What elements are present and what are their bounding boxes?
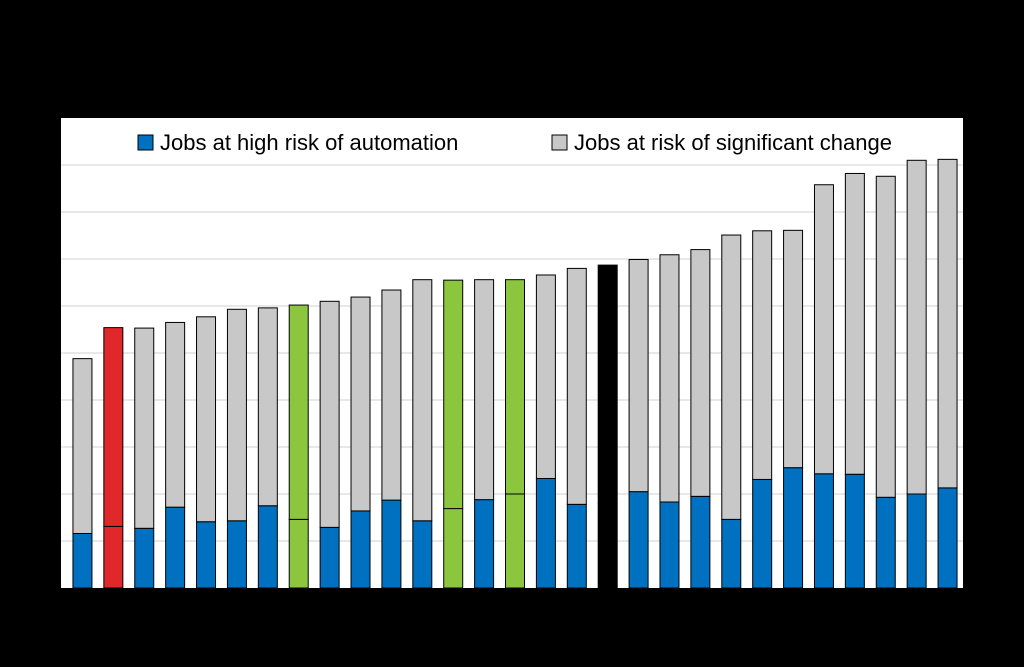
bar-automation-18 (597, 503, 618, 589)
bar-significant-change-12 (412, 279, 433, 522)
bar-automation-17 (566, 503, 587, 589)
bar-significant-change-24 (783, 229, 804, 469)
bar-significant-change-28 (906, 159, 927, 495)
legend-swatch-significant-change (551, 134, 568, 151)
bar-automation-27 (875, 496, 896, 589)
bar-automation-7 (257, 505, 278, 589)
bar-significant-change-7 (257, 307, 278, 507)
bar-significant-change-18 (597, 264, 618, 505)
bar-automation-13 (443, 508, 464, 589)
bar-significant-change-26 (844, 172, 865, 475)
bar-significant-change-29 (937, 158, 958, 489)
bar-automation-19 (628, 491, 649, 589)
bar-significant-change-2 (103, 327, 124, 527)
bar-automation-3 (134, 527, 155, 589)
bar-automation-25 (813, 473, 834, 589)
bar-significant-change-27 (875, 175, 896, 498)
bar-significant-change-8 (288, 304, 309, 520)
bar-significant-change-16 (535, 274, 556, 479)
bar-automation-20 (659, 501, 680, 589)
bar-significant-change-4 (165, 321, 186, 508)
bar-significant-change-6 (226, 308, 247, 522)
bar-significant-change-17 (566, 267, 587, 505)
bar-automation-4 (165, 506, 186, 589)
legend: Jobs at high risk of automation Jobs at … (137, 130, 892, 155)
legend-swatch-automation (137, 134, 154, 151)
bar-automation-9 (319, 526, 340, 589)
bar-significant-change-21 (690, 249, 711, 497)
bars (72, 158, 958, 589)
bar-automation-23 (752, 478, 773, 589)
bar-automation-11 (381, 499, 402, 589)
bar-automation-16 (535, 477, 556, 589)
bar-significant-change-14 (474, 279, 495, 501)
bar-significant-change-22 (721, 234, 742, 520)
bar-significant-change-19 (628, 258, 649, 493)
bar-significant-change-9 (319, 300, 340, 528)
bar-significant-change-5 (196, 316, 217, 523)
bar-significant-change-3 (134, 327, 155, 529)
bar-automation-21 (690, 495, 711, 589)
bar-automation-10 (350, 510, 371, 589)
bar-significant-change-15 (505, 279, 525, 495)
legend-label-significant-change: Jobs at risk of significant change (574, 130, 892, 155)
bar-significant-change-1 (72, 358, 93, 534)
bar-automation-1 (72, 532, 93, 589)
legend-label-automation: Jobs at high risk of automation (160, 130, 458, 155)
bar-significant-change-25 (813, 184, 834, 475)
bar-automation-12 (412, 520, 433, 589)
bar-automation-24 (783, 467, 804, 589)
bar-significant-change-23 (752, 230, 773, 480)
bar-automation-8 (288, 518, 309, 589)
bar-automation-28 (906, 493, 927, 589)
bar-automation-15 (505, 493, 525, 589)
bar-significant-change-13 (443, 279, 464, 510)
bar-automation-6 (226, 520, 247, 589)
bar-automation-14 (474, 499, 495, 589)
bar-significant-change-10 (350, 296, 371, 512)
bar-significant-change-11 (381, 289, 402, 501)
bar-significant-change-20 (659, 254, 680, 503)
bar-automation-5 (196, 521, 217, 589)
bar-automation-2 (103, 525, 124, 589)
bar-automation-26 (844, 473, 865, 589)
bar-automation-22 (721, 518, 742, 589)
bar-automation-29 (937, 487, 958, 589)
